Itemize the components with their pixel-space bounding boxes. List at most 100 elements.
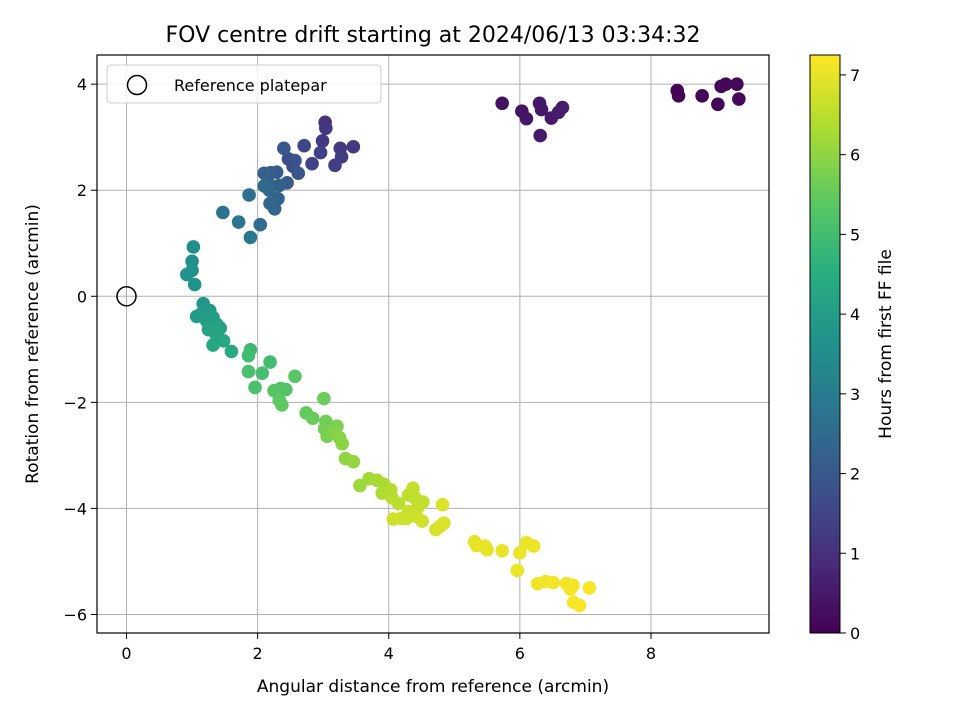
data-point — [435, 497, 450, 512]
data-point — [319, 121, 333, 135]
data-point — [563, 582, 578, 596]
data-point — [263, 355, 277, 369]
data-point — [305, 411, 320, 426]
data-point — [305, 156, 319, 171]
data-point — [695, 89, 709, 103]
colorbar-tick-label: 1 — [850, 544, 860, 563]
data-point — [275, 398, 289, 412]
colorbar-tick-label: 2 — [850, 465, 860, 484]
data-point — [277, 141, 291, 156]
data-point — [263, 196, 277, 211]
data-point — [346, 139, 361, 154]
data-point — [406, 481, 420, 496]
reference-marker — [116, 286, 137, 307]
colorbar: 0 1 2 3 4 5 6 7 Hours from first FF file — [809, 54, 896, 643]
colorbar-label: Hours from first FF file — [876, 249, 896, 439]
x-axis-label: Angular distance from reference (arcmin) — [257, 677, 609, 697]
y-axis-label: Rotation from reference (arcmin) — [23, 204, 43, 484]
data-point — [187, 277, 202, 292]
y-tick-label: −4 — [63, 499, 87, 518]
data-point — [711, 97, 725, 112]
data-point — [241, 348, 256, 363]
data-point — [730, 77, 744, 91]
y-tick-label: −2 — [63, 393, 87, 412]
data-point — [533, 128, 547, 143]
data-point — [386, 512, 401, 526]
data-point — [288, 153, 302, 168]
data-point — [180, 267, 194, 282]
legend-reference-marker — [126, 74, 148, 96]
data-point — [478, 539, 492, 553]
data-point — [335, 436, 349, 451]
data-point — [288, 369, 302, 384]
data-point — [241, 364, 256, 379]
data-point — [534, 102, 549, 117]
colorbar-tick-label: 4 — [850, 305, 860, 324]
data-point — [495, 544, 509, 558]
y-tick-label: 0 — [77, 287, 87, 306]
data-point — [671, 89, 686, 103]
x-tick-label: 6 — [515, 644, 525, 663]
x-tick-label: 0 — [121, 644, 131, 663]
data-point — [243, 230, 258, 245]
data-point — [297, 138, 311, 153]
y-tick-label: −6 — [63, 605, 87, 624]
data-point — [433, 519, 448, 533]
data-point — [257, 179, 271, 193]
x-tick-label: 8 — [646, 644, 656, 663]
data-point — [546, 575, 561, 590]
chart-title: FOV centre drift starting at 2024/06/13 … — [166, 23, 701, 48]
data-point — [315, 134, 330, 148]
data-point — [572, 598, 587, 613]
data-point — [291, 166, 306, 181]
y-tick-label: 4 — [77, 75, 87, 94]
data-point — [526, 539, 541, 553]
x-axis-ticks: 0 2 4 6 8 — [121, 633, 656, 663]
colorbar-tick-label: 5 — [850, 225, 860, 244]
data-point — [718, 77, 733, 91]
data-point — [248, 380, 262, 395]
legend-reference-label: Reference platepar — [174, 76, 327, 95]
legend-box — [106, 64, 382, 104]
x-tick-label: 2 — [253, 644, 263, 663]
data-point — [257, 166, 271, 181]
colorbar-tick-label: 7 — [850, 66, 860, 85]
plot-frame — [96, 54, 770, 634]
data-point — [582, 581, 597, 595]
data-point — [255, 366, 270, 380]
data-point — [510, 563, 525, 578]
data-point — [416, 495, 430, 509]
colorbar-gradient — [809, 54, 841, 634]
colorbar-tick-label: 0 — [850, 624, 860, 643]
data-point — [513, 546, 527, 560]
data-point — [415, 514, 429, 528]
data-points — [180, 77, 746, 613]
colorbar-tick-label: 6 — [850, 146, 860, 165]
data-point — [253, 217, 268, 232]
data-point — [216, 334, 231, 348]
grid-lines — [97, 55, 769, 633]
data-point — [346, 454, 361, 469]
data-point — [186, 240, 201, 254]
y-tick-label: 2 — [77, 181, 87, 200]
data-point — [519, 111, 534, 126]
data-point — [391, 496, 406, 511]
data-point — [279, 382, 293, 397]
data-point — [732, 92, 746, 106]
data-point — [313, 145, 328, 160]
data-point — [231, 215, 246, 229]
x-tick-label: 4 — [384, 644, 394, 663]
legend: Reference platepar — [106, 64, 382, 104]
y-axis-ticks: 4 2 0 −2 −4 −6 — [63, 75, 97, 624]
data-point — [242, 188, 256, 202]
colorbar-ticks: 0 1 2 3 4 5 6 7 — [840, 66, 860, 643]
data-point — [224, 344, 239, 359]
data-point — [216, 205, 230, 220]
data-point — [317, 391, 331, 406]
data-point — [555, 100, 570, 115]
data-point — [495, 96, 509, 111]
data-point — [328, 158, 342, 173]
data-point — [206, 338, 220, 352]
colorbar-tick-label: 3 — [850, 385, 860, 404]
